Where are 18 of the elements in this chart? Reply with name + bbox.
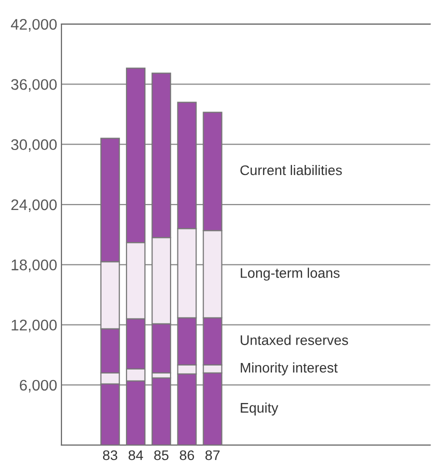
x-tick-label: 84 [128, 450, 144, 460]
series-label: Equity [240, 402, 278, 416]
series-label: Long-term loans [240, 268, 340, 281]
x-tick-label: 87 [205, 450, 220, 460]
y-tick-label: 18,000 [12, 260, 57, 272]
x-tick-label: 85 [154, 450, 168, 460]
y-tick-label: 36,000 [11, 79, 57, 92]
x-tick-label: 83 [102, 450, 118, 460]
y-tick-label: 30,000 [11, 139, 57, 152]
series-label: Minority interest [240, 362, 338, 376]
y-tick-label: 6,000 [20, 380, 57, 392]
y-tick-label: 42,000 [10, 18, 57, 32]
x-tick-label: 86 [180, 450, 194, 460]
y-tick-label: 24,000 [11, 199, 57, 212]
bar [152, 377, 172, 446]
series-label: Untaxed reserves [240, 334, 348, 346]
series-label: Current liabilities [240, 164, 342, 176]
y-tick-label: 12,000 [12, 320, 57, 332]
